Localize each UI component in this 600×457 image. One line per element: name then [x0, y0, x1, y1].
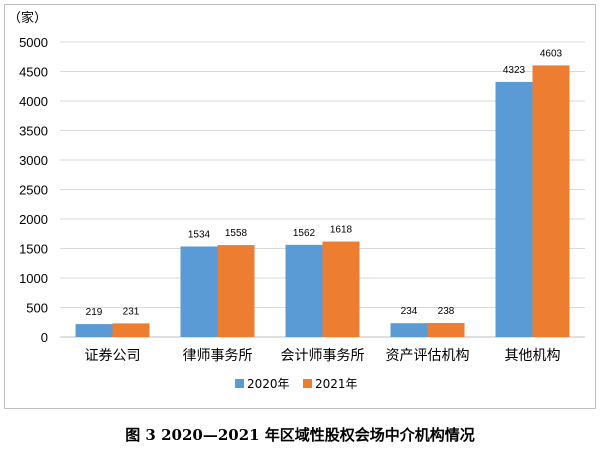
bar [180, 246, 218, 337]
bar [532, 65, 570, 337]
y-tick-label: 3000 [19, 153, 48, 168]
legend-label: 2020年 [247, 377, 290, 391]
data-label: 1558 [225, 228, 248, 239]
y-tick-label: 0 [41, 330, 48, 345]
x-tick-label: 其他机构 [505, 348, 561, 364]
data-label: 231 [123, 306, 140, 317]
figure-caption: 图 3 2020—2021 年区域性股权会场中介机构情况 [125, 426, 475, 444]
bar [390, 323, 428, 337]
bar [75, 324, 113, 337]
data-label: 234 [401, 306, 418, 317]
x-tick-label: 会计师事务所 [281, 348, 365, 364]
y-tick-label: 1000 [19, 271, 48, 286]
bar-chart: （家） 0 500 1000 1500 2000 2500 3000 3500 4000 4500 5… [8, 10, 585, 391]
data-label: 1562 [293, 228, 316, 239]
data-label: 1618 [330, 225, 353, 236]
data-label: 238 [438, 306, 455, 317]
y-tick-label: 3500 [19, 124, 48, 139]
y-tick-label: 5000 [19, 35, 48, 50]
bar [427, 322, 465, 337]
bar [285, 244, 323, 337]
y-tick-label: 4000 [19, 94, 48, 109]
data-label: 4323 [503, 65, 526, 76]
y-tick-label: 2000 [19, 212, 48, 227]
data-label: 219 [86, 307, 103, 318]
bar [495, 81, 533, 338]
y-tick-label: 1500 [19, 242, 48, 257]
bar [112, 323, 150, 337]
y-tick-label: 2500 [19, 183, 48, 198]
legend-swatch [303, 379, 312, 388]
data-label: 1534 [188, 229, 211, 240]
legend-label: 2021年 [315, 377, 358, 391]
bar [217, 245, 255, 337]
x-tick-label: 证券公司 [85, 348, 141, 364]
y-tick-label: 4500 [19, 65, 48, 80]
x-tick-label: 资产评估机构 [386, 348, 470, 364]
legend-swatch [235, 379, 244, 388]
bar [322, 241, 360, 337]
y-unit-label: （家） [8, 10, 47, 26]
data-label: 4603 [540, 48, 563, 59]
y-tick-label: 500 [26, 301, 48, 316]
x-tick-label: 律师事务所 [183, 348, 253, 364]
